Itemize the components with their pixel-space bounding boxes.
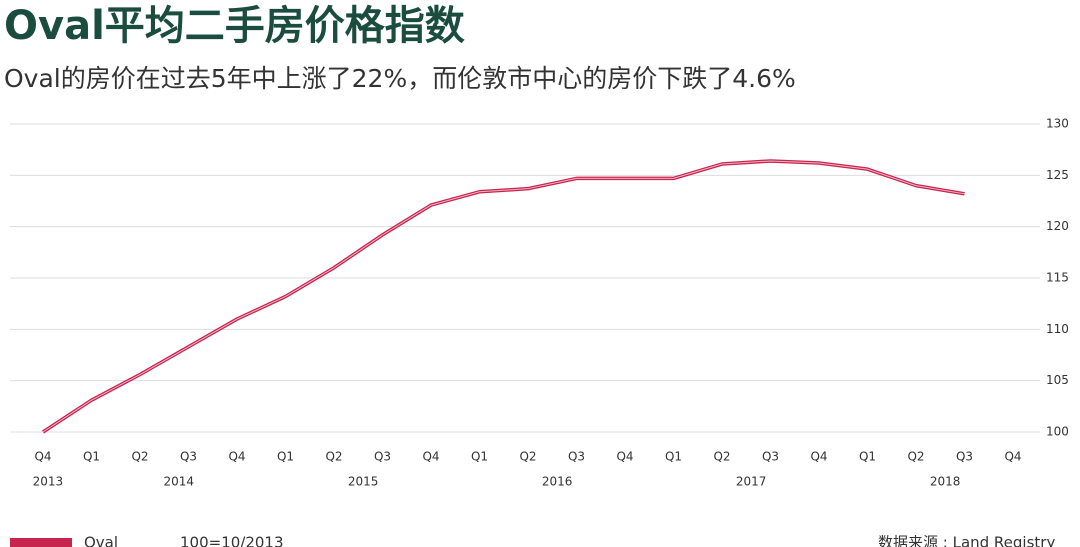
x-tick-label: Q3 — [568, 450, 585, 464]
source: 数据来源 : Land Registry — [878, 534, 1055, 547]
year-label: 2017 — [736, 475, 767, 489]
x-tick-label: Q4 — [34, 450, 51, 464]
x-tick-label: Q3 — [374, 450, 391, 464]
x-tick-label: Q2 — [907, 450, 924, 464]
x-tick-label: Q4 — [810, 450, 827, 464]
year-label: 2015 — [348, 475, 379, 489]
year-label: 2014 — [164, 475, 195, 489]
x-tick-label: Q1 — [471, 450, 488, 464]
y-tick-label: 110 — [1046, 322, 1069, 336]
x-tick-label: Q2 — [519, 450, 536, 464]
x-tick-label: Q1 — [83, 450, 100, 464]
y-tick-label: 100 — [1046, 425, 1069, 439]
x-tick-label: Q2 — [325, 450, 342, 464]
x-tick-label: Q3 — [180, 450, 197, 464]
x-tick-label: Q4 — [422, 450, 439, 464]
x-tick-label: Q2 — [713, 450, 730, 464]
y-tick-label: 105 — [1046, 373, 1069, 387]
x-tick-label: Q4 — [228, 450, 245, 464]
x-tick-label: Q4 — [616, 450, 633, 464]
legend-label: Oval — [84, 534, 118, 547]
year-label: 2016 — [542, 475, 573, 489]
y-tick-label: 115 — [1046, 271, 1069, 285]
x-tick-label: Q2 — [131, 450, 148, 464]
x-tick-label: Q3 — [762, 450, 779, 464]
year-label: 2018 — [930, 475, 961, 489]
year-label: 2013 — [33, 475, 64, 489]
y-tick-label: 125 — [1046, 168, 1069, 182]
y-tick-label: 120 — [1046, 219, 1069, 233]
line — [42, 160, 965, 433]
x-tick-label: Q1 — [277, 450, 294, 464]
x-tick-label: Q3 — [956, 450, 973, 464]
line-outer — [42, 159, 965, 434]
x-tick-label: Q1 — [859, 450, 876, 464]
legend-note: 100=10/2013 — [180, 534, 284, 547]
legend-swatch — [10, 538, 72, 547]
y-tick-label: 130 — [1046, 117, 1069, 131]
x-tick-label: Q1 — [665, 450, 682, 464]
chart-subtitle: Oval的房价在过去5年中上涨了22%，而伦敦市中心的房价下跌了4.6% — [4, 64, 796, 93]
chart-title: Oval平均二手房价格指数 — [4, 3, 465, 49]
x-tick-label: Q4 — [1004, 450, 1021, 464]
